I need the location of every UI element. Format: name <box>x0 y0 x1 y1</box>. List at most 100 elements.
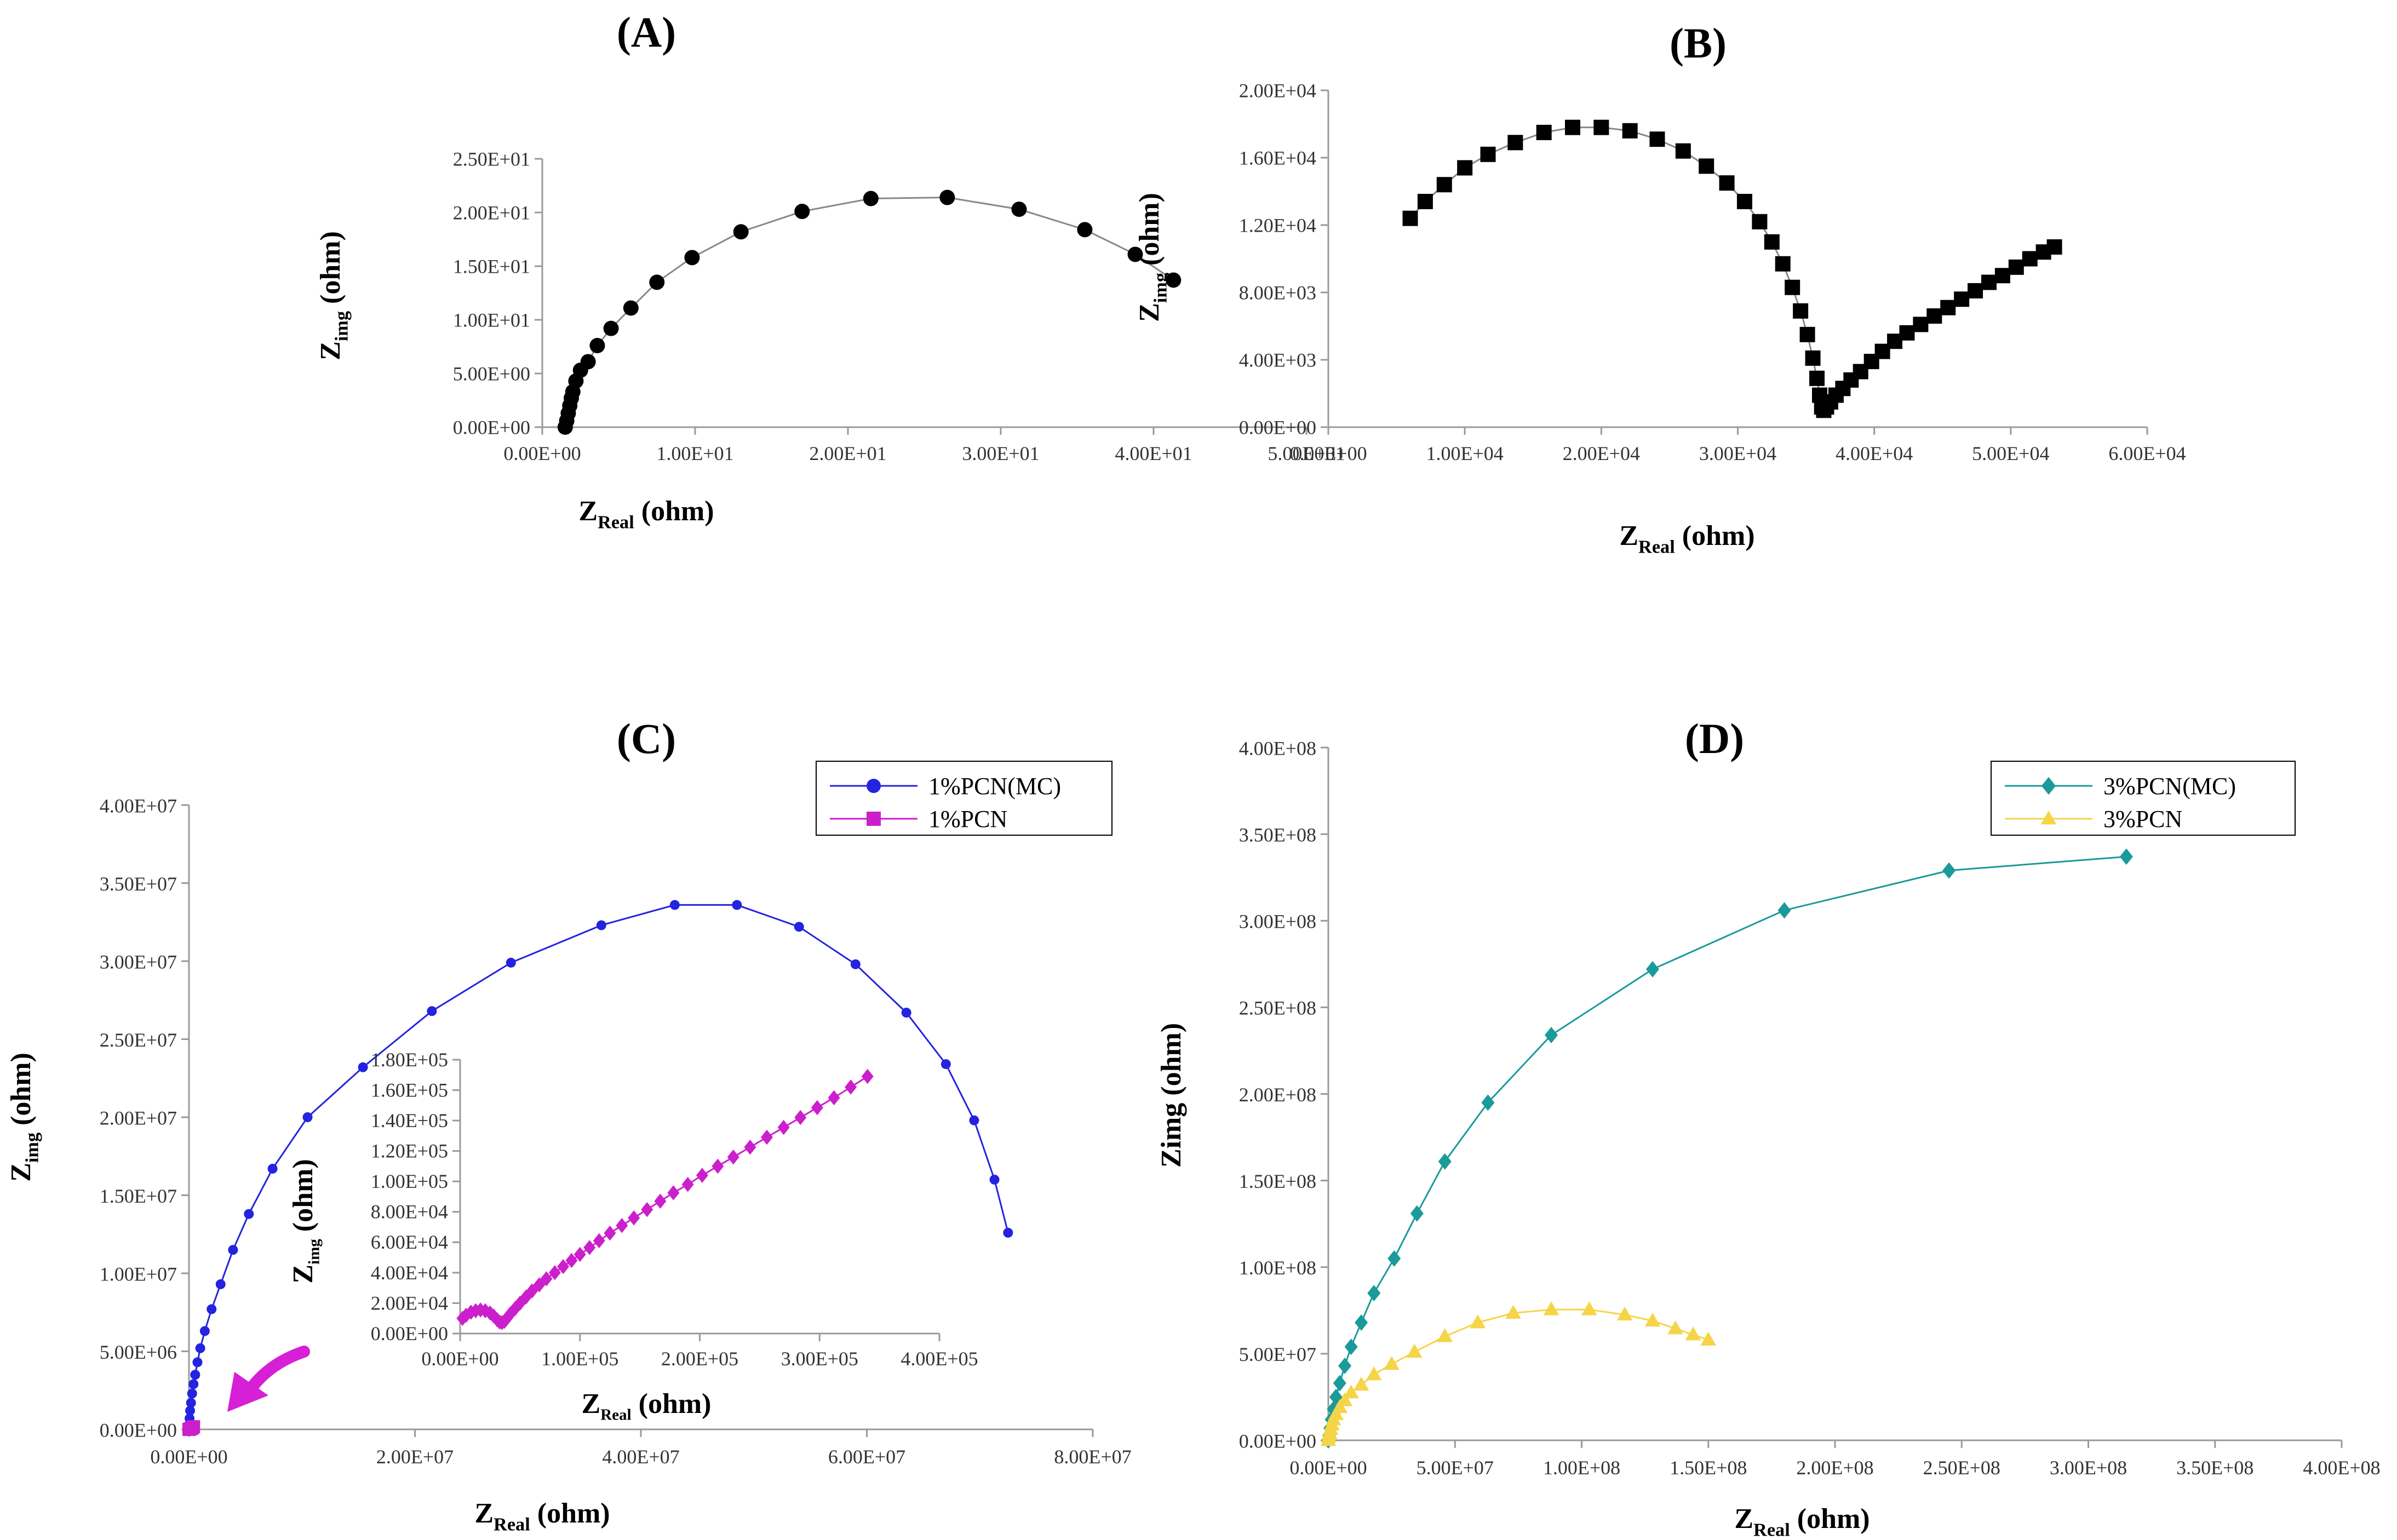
x-tick-label: 0.00E+00 <box>1289 443 1367 464</box>
data-point-1%PCN <box>667 1185 680 1200</box>
inset-y-axis-title-main: Z <box>288 1265 319 1284</box>
data-point-3%PCN(MC) <box>1344 1338 1358 1355</box>
data-point-1%PCN <box>712 1158 724 1174</box>
data-point-1%PCN(MC) <box>358 1062 368 1072</box>
y-axis-title: Zimg (ohm) <box>1156 1023 1187 1168</box>
x-tick-label: 6.00E+07 <box>828 1446 905 1468</box>
data-point-B <box>2022 251 2038 267</box>
data-point-1%PCN(MC) <box>244 1209 254 1219</box>
x-tick-label: 8.00E+07 <box>1054 1446 1131 1468</box>
data-point-1%PCN <box>616 1218 628 1233</box>
data-point-1%PCN(MC) <box>188 1379 199 1389</box>
data-point-1%PCN(MC) <box>969 1115 979 1125</box>
data-point-3%PCN(MC) <box>1367 1285 1381 1302</box>
data-point-3%PCN <box>1685 1326 1701 1341</box>
data-point-1%PCN(MC) <box>190 1370 200 1380</box>
data-point-1%PCN <box>761 1129 773 1145</box>
x-tick-label: 1.00E+05 <box>541 1348 618 1370</box>
inset-x-axis-title-unit: (ohm) <box>632 1388 712 1420</box>
x-tick-label: 4.00E+01 <box>1115 443 1192 464</box>
y-tick-label: 5.00E+06 <box>100 1341 177 1363</box>
data-point-3%PCN <box>1470 1314 1486 1329</box>
panel-label: (B) <box>1670 19 1727 67</box>
x-axis-title-subscript: Real <box>494 1514 530 1535</box>
data-point-A <box>1011 202 1027 217</box>
y-tick-label: 1.20E+04 <box>1239 215 1316 237</box>
data-point-3%PCN(MC) <box>1410 1205 1424 1222</box>
data-point-1%PCN <box>696 1168 708 1183</box>
data-point-3%PCN <box>1581 1301 1597 1315</box>
data-point-B <box>1417 193 1433 209</box>
legend-marker-3%PCN <box>2040 811 2057 825</box>
chart-panel-D: (D) 0.00E+00 5.00E+07 1.00E+08 1.50E+08 2.00E… <box>1156 715 2381 1540</box>
data-point-1%PCN(MC) <box>302 1112 313 1122</box>
data-point-B <box>1805 350 1821 366</box>
y-tick-label: 1.00E+01 <box>453 309 530 331</box>
data-point-1%PCN <box>526 1283 538 1298</box>
data-point-1%PCN <box>727 1150 739 1165</box>
data-point-1%PCN <box>628 1210 640 1226</box>
x-axis-title-main: Z <box>474 1498 494 1529</box>
data-point-B <box>1402 210 1418 226</box>
y-tick-label: 8.00E+03 <box>1239 282 1316 304</box>
data-point-B <box>1649 131 1665 147</box>
y-tick-label: 2.00E+08 <box>1239 1084 1316 1106</box>
data-point-B <box>1940 300 1956 315</box>
data-point-3%PCN <box>1700 1331 1717 1346</box>
data-point-1%PCN(MC) <box>215 1279 226 1289</box>
x-axis-title: ZReal (ohm) <box>1734 1503 1870 1540</box>
y-tick-label: 0.00E+00 <box>371 1323 448 1344</box>
data-point-B <box>1752 214 1768 229</box>
data-point-3%PCN <box>1366 1366 1382 1381</box>
data-point-1%PCN(MC) <box>506 957 516 968</box>
data-point-B <box>1793 303 1809 319</box>
y-axis-title: Zimg (ohm) <box>315 231 352 360</box>
data-point-B <box>1622 123 1638 139</box>
x-tick-label: 4.00E+07 <box>602 1446 679 1468</box>
x-tick-label: 2.50E+08 <box>1923 1457 2000 1479</box>
y-axis-title-unit: (ohm) <box>315 231 346 311</box>
data-point-1%PCN(MC) <box>596 920 606 930</box>
y-axis-title-unit: (ohm) <box>5 1053 37 1133</box>
data-point-1%PCN <box>681 1177 694 1192</box>
data-point-3%PCN(MC) <box>1355 1314 1368 1331</box>
data-point-1%PCN <box>794 1110 807 1125</box>
data-point-1%PCN <box>845 1079 857 1095</box>
y-tick-label: 3.00E+08 <box>1239 911 1316 933</box>
x-tick-label: 3.00E+05 <box>781 1348 858 1370</box>
data-point-1%PCN <box>654 1193 667 1209</box>
y-tick-label: 2.00E+01 <box>453 202 530 224</box>
data-point-A <box>1127 246 1143 262</box>
data-point-3%PCN(MC) <box>1338 1358 1352 1375</box>
data-point-B <box>1457 160 1473 176</box>
data-point-B <box>1775 256 1791 272</box>
y-tick-label: 4.00E+08 <box>1239 737 1316 759</box>
data-point-1%PCN(MC) <box>207 1304 217 1314</box>
y-tick-label: 4.00E+07 <box>100 795 177 817</box>
data-point-A <box>863 191 879 206</box>
legend-label-1%PCN(MC): 1%PCN(MC) <box>928 773 1061 800</box>
data-point-1%PCN(MC) <box>794 922 804 932</box>
data-point-B <box>1799 326 1815 342</box>
data-point-B <box>1480 146 1496 162</box>
y-tick-label: 0.00E+00 <box>1239 417 1316 439</box>
x-tick-label: 3.00E+04 <box>1699 443 1776 464</box>
y-tick-label: 2.50E+07 <box>100 1029 177 1051</box>
data-point-3%PCN <box>1616 1306 1633 1321</box>
y-tick-label: 1.50E+01 <box>453 256 530 278</box>
data-point-1%PCN <box>533 1277 546 1292</box>
data-point-1%PCN(MC) <box>267 1164 278 1174</box>
y-tick-label: 1.60E+04 <box>1239 147 1316 169</box>
data-point-B <box>1675 143 1691 159</box>
x-tick-label: 6.00E+04 <box>2108 443 2186 464</box>
x-axis-title-subscript: Real <box>1753 1520 1790 1540</box>
x-tick-label: 0.00E+00 <box>1289 1457 1367 1479</box>
inset-y-axis-title-unit: (ohm) <box>288 1159 319 1239</box>
data-point-A <box>794 204 810 220</box>
x-tick-label: 5.00E+01 <box>1268 443 1345 464</box>
x-tick-label: 2.00E+08 <box>1796 1457 1873 1479</box>
y-tick-label: 0.00E+00 <box>100 1419 177 1441</box>
data-point-A <box>684 250 700 266</box>
inset-x-axis-title-main: Z <box>582 1388 601 1420</box>
x-axis-title: ZReal (ohm) <box>474 1498 610 1535</box>
